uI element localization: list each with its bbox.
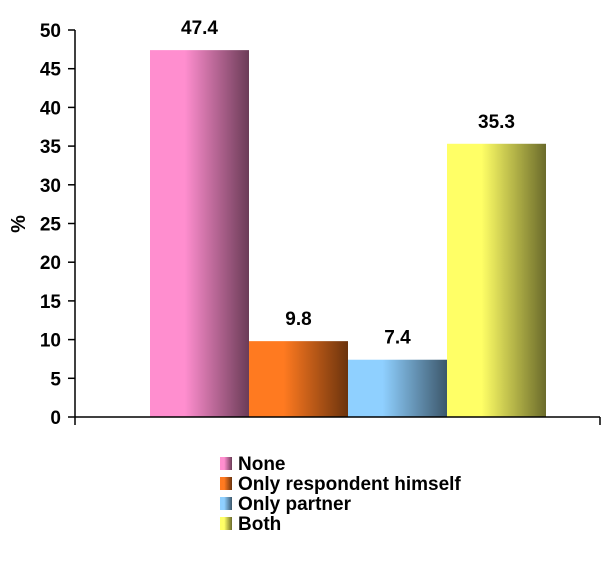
- legend-swatch-none: [220, 457, 232, 470]
- y-tick-label: 35: [40, 137, 62, 158]
- legend-label-both: Both: [238, 514, 281, 535]
- y-tick-label: 50: [40, 21, 61, 42]
- legend-label-none: None: [238, 454, 286, 475]
- y-tick-label: 0: [50, 408, 61, 429]
- legend-swatch-only-partner: [220, 497, 232, 510]
- y-tick-label: 10: [40, 331, 61, 352]
- data-label-only-partner: 7.4: [384, 328, 411, 349]
- legend-label-only-partner: Only partner: [238, 494, 352, 515]
- legend-label-only-respondent-himself: Only respondent himself: [238, 474, 461, 495]
- y-axis-label: %: [8, 215, 30, 233]
- y-tick-label: 20: [40, 253, 61, 274]
- bar-only-partner: [348, 359, 447, 417]
- bars-layer: [150, 50, 546, 418]
- legend-swatch-both: [220, 517, 232, 530]
- bar-none: [150, 50, 249, 418]
- y-tick-label: 25: [40, 215, 62, 236]
- legend-swatch-only-respondent-himself: [220, 477, 232, 490]
- y-tick-label: 5: [50, 369, 61, 390]
- data-labels: 47.4 9.8 7.4 35.3: [181, 18, 515, 349]
- bar-only-respondent-himself: [249, 341, 348, 417]
- bar-both: [447, 143, 546, 417]
- y-axis: 0 5 10 15 20 25 30 35 40 45 50%: [8, 21, 601, 429]
- y-tick-label: 30: [40, 176, 61, 197]
- y-tick-label: 45: [40, 60, 62, 81]
- y-tick-label: 40: [40, 98, 61, 119]
- data-label-only-respondent-himself: 9.8: [285, 309, 311, 330]
- data-label-none: 47.4: [181, 18, 218, 39]
- data-label-both: 35.3: [478, 112, 515, 133]
- y-tick-label: 15: [40, 292, 62, 313]
